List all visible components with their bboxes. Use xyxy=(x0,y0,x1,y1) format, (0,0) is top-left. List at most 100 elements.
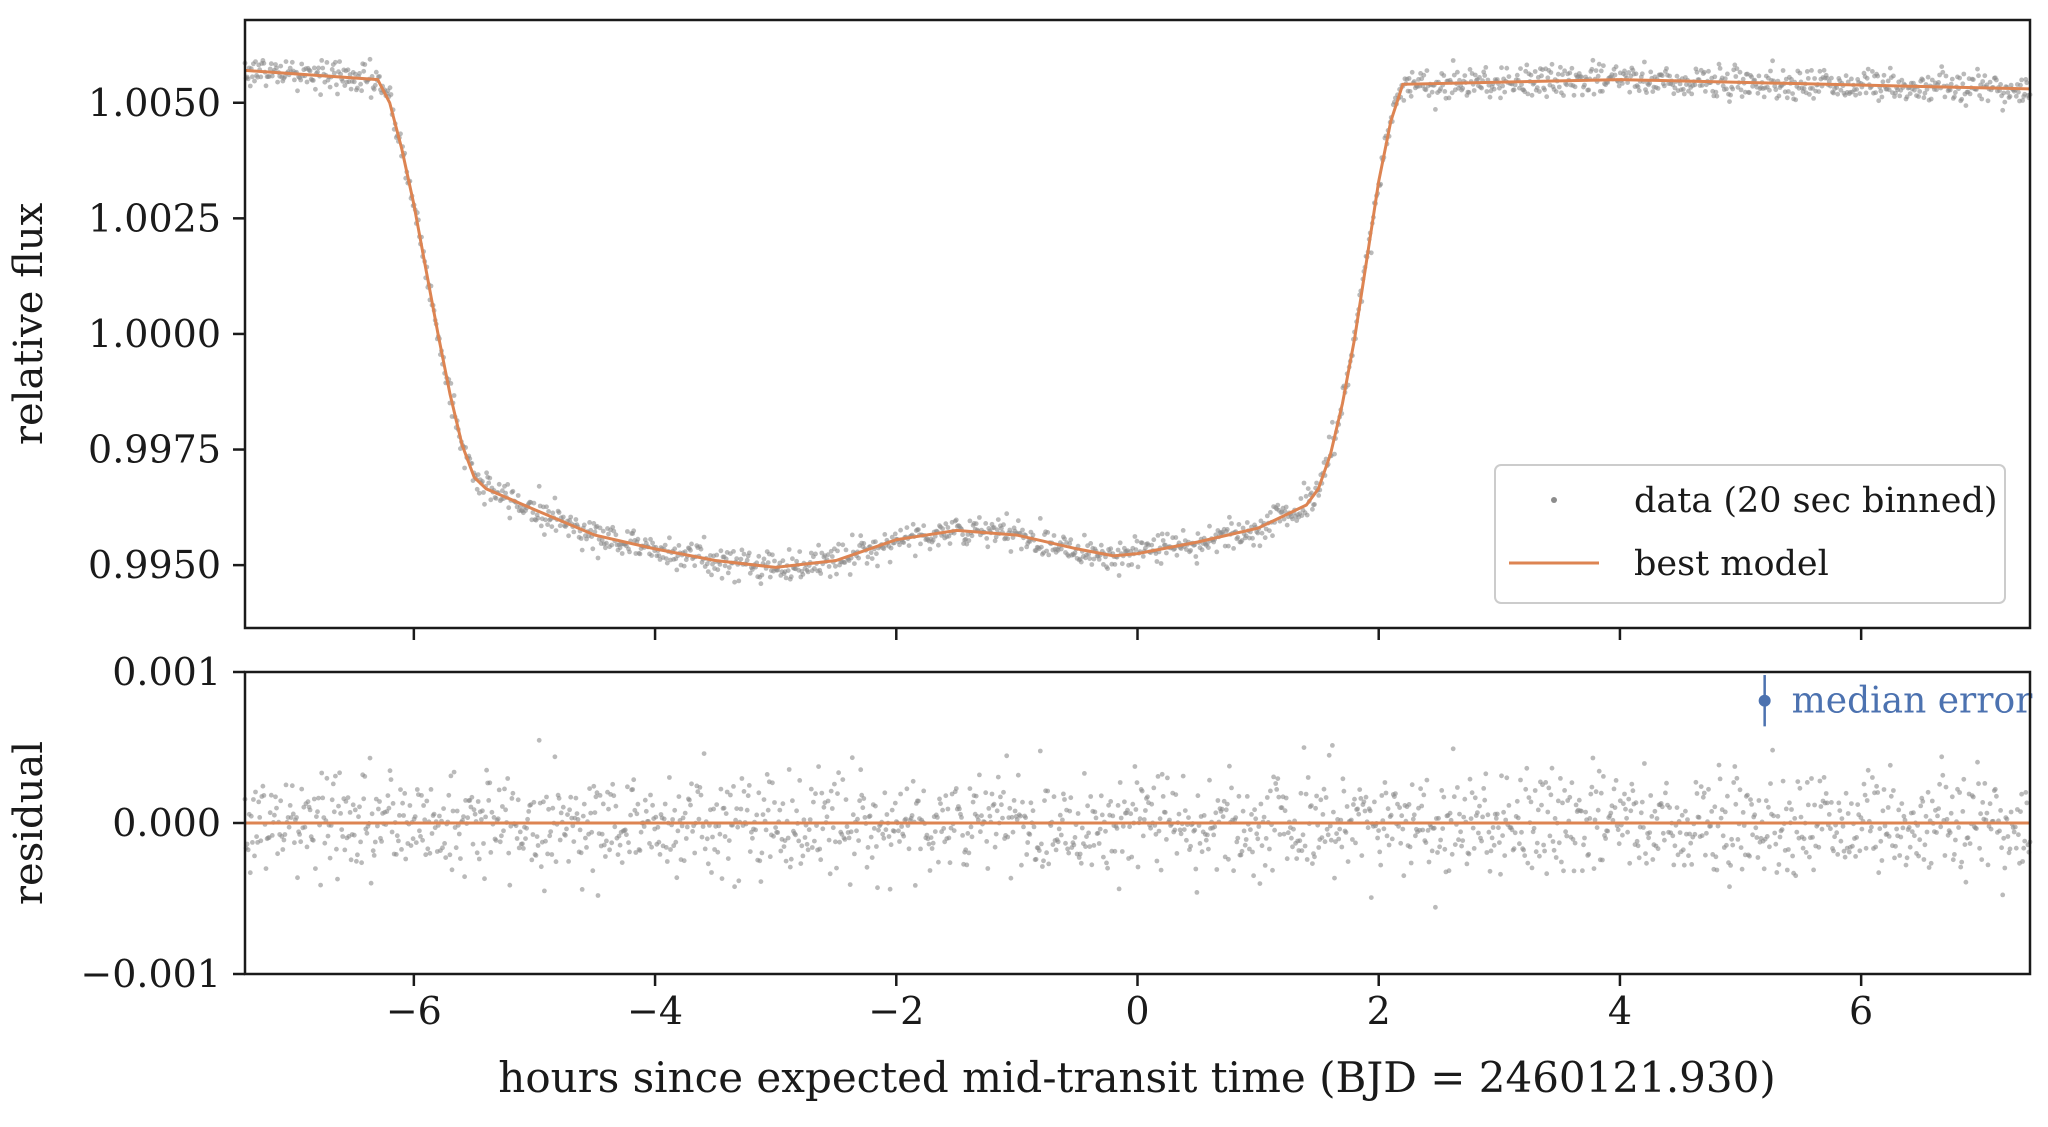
data-point xyxy=(1433,107,1438,112)
residual-point xyxy=(1389,836,1395,842)
data-point xyxy=(1790,91,1795,96)
data-point xyxy=(1082,532,1087,538)
residual-point xyxy=(1985,862,1991,868)
residual-point xyxy=(1612,805,1618,810)
residual-point xyxy=(377,799,382,804)
residual-point xyxy=(1491,842,1497,848)
residual-point xyxy=(1055,839,1061,845)
residual-point xyxy=(1299,848,1305,854)
data-point xyxy=(1963,103,1969,108)
y-tick-label: 0.9975 xyxy=(88,428,221,472)
data-point xyxy=(1975,66,1980,72)
residual-point xyxy=(1440,826,1446,831)
residual-point xyxy=(1177,827,1183,833)
residual-point xyxy=(1036,848,1042,853)
residual-point xyxy=(848,829,854,835)
residual-point xyxy=(818,857,824,863)
residual-point xyxy=(1472,795,1478,801)
residual-point xyxy=(979,813,984,819)
residual-point xyxy=(454,808,460,814)
y-tick-label: 1.0050 xyxy=(88,81,221,125)
residual-point xyxy=(1480,814,1485,820)
residual-point xyxy=(760,812,766,817)
data-point xyxy=(1805,76,1811,81)
residual-point xyxy=(2011,829,2017,835)
data-point xyxy=(1491,86,1497,92)
residual-point xyxy=(1249,812,1254,817)
residual-point xyxy=(1677,830,1683,835)
data-point xyxy=(1625,80,1630,85)
residual-point xyxy=(423,852,429,858)
data-point xyxy=(849,532,855,538)
residual-point xyxy=(502,786,507,792)
residual-point xyxy=(926,841,932,847)
median-error-marker: median error xyxy=(1758,675,2033,727)
residual-panel: median error −6 −4 −2 0 2 4 6 −0.0010.0000.001… xyxy=(6,650,2033,1102)
residual-point xyxy=(630,787,636,792)
residual-point xyxy=(1547,833,1553,839)
residual-point xyxy=(1958,864,1964,870)
residual-point xyxy=(451,769,457,775)
residual-point xyxy=(1053,847,1059,853)
residual-point xyxy=(1654,816,1660,821)
residual-point xyxy=(1215,798,1221,803)
residual-point xyxy=(1082,771,1087,776)
residual-point xyxy=(334,846,339,852)
residual-point xyxy=(1613,778,1619,783)
data-point xyxy=(1734,66,1740,71)
residual-point xyxy=(558,810,564,816)
residual-point xyxy=(408,843,414,848)
residual-point xyxy=(1818,804,1824,809)
residual-point xyxy=(697,785,703,790)
residual-point xyxy=(516,845,522,851)
residual-point xyxy=(871,826,877,831)
residual-point xyxy=(1229,785,1234,791)
residual-point xyxy=(806,827,812,833)
residual-point xyxy=(1826,812,1832,817)
data-point xyxy=(1630,67,1636,73)
residual-point xyxy=(1400,826,1406,832)
residual-point xyxy=(735,824,741,830)
data-point xyxy=(1549,61,1555,67)
residual-point xyxy=(1714,867,1720,873)
residual-point xyxy=(2006,850,2012,856)
residual-point xyxy=(1831,848,1836,854)
residual-point xyxy=(1134,780,1140,785)
residual-point xyxy=(1301,745,1307,750)
data-point xyxy=(1897,93,1903,99)
residual-point xyxy=(1455,785,1460,790)
data-point xyxy=(1426,93,1432,99)
residual-point xyxy=(567,807,572,813)
residual-point xyxy=(1244,794,1250,799)
residual-point xyxy=(874,844,879,849)
residual-point xyxy=(324,775,330,781)
residual-point xyxy=(1938,824,1944,830)
residual-point xyxy=(1033,856,1039,862)
residual-point xyxy=(847,882,853,887)
residual-point xyxy=(1298,790,1304,796)
data-point xyxy=(1087,556,1093,561)
data-point xyxy=(995,517,1001,522)
residual-point xyxy=(418,834,423,839)
data-point xyxy=(1301,480,1307,486)
residual-point xyxy=(897,839,902,844)
residual-point xyxy=(604,838,609,844)
data-point xyxy=(1558,64,1563,70)
residual-point xyxy=(959,815,964,820)
data-point xyxy=(1639,71,1645,77)
data-point xyxy=(1108,546,1114,552)
residual-point xyxy=(901,833,907,839)
residual-point xyxy=(449,867,455,873)
residual-point xyxy=(486,798,492,803)
residual-point xyxy=(1901,813,1907,819)
residual-point xyxy=(1797,785,1803,791)
data-point xyxy=(1553,89,1559,94)
data-point xyxy=(1644,90,1649,95)
residual-point xyxy=(1881,787,1887,792)
residual-point xyxy=(343,799,349,804)
residual-point xyxy=(1918,803,1924,809)
residual-point xyxy=(1977,845,1982,851)
residual-point xyxy=(320,795,326,801)
residual-point xyxy=(889,807,895,813)
data-point xyxy=(345,67,351,73)
